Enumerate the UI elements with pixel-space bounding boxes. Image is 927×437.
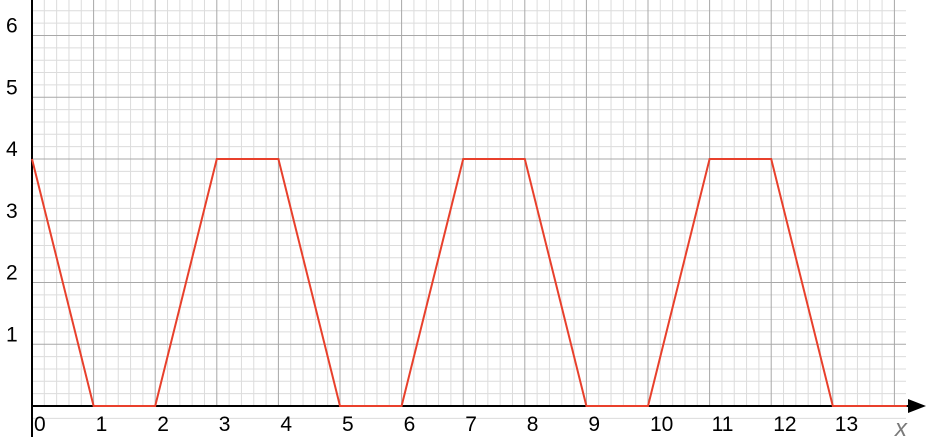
x-axis-label: x: [894, 415, 908, 437]
y-tick-label: 2: [6, 262, 18, 285]
x-axis-arrow-icon: [908, 399, 926, 413]
x-tick-label: 11: [712, 413, 734, 436]
y-tick-label: 1: [6, 323, 18, 346]
x-tick-label: 2: [157, 413, 169, 436]
major-grid: [32, 0, 906, 406]
x-tick-label: 5: [342, 413, 354, 436]
x-tick-label: 4: [280, 413, 292, 436]
y-tick-label: 6: [6, 15, 18, 38]
y-tick-label: 5: [6, 76, 18, 99]
x-tick-label: 8: [527, 413, 539, 436]
x-tick-label: 9: [588, 413, 600, 436]
x-tick-labels: 0 1 2 3 4 5 6 7 8 9 10 11 12 13: [34, 413, 858, 436]
x-tick-label: 12: [773, 413, 796, 436]
y-tick-label: 4: [6, 138, 18, 161]
axes: [31, 0, 926, 437]
series-layer: [31, 158, 907, 407]
y-tick-label: 3: [6, 200, 18, 223]
x-tick-label: 7: [465, 413, 477, 436]
x-tick-label: 0: [34, 413, 46, 436]
series-line: [31, 158, 907, 407]
x-tick-label: 3: [219, 413, 231, 436]
minor-grid: [32, 0, 906, 419]
x-tick-label: 6: [404, 413, 416, 436]
y-tick-labels: 1 2 3 4 5 6: [6, 15, 18, 347]
x-tick-label: 13: [835, 413, 858, 436]
x-tick-label: 10: [650, 413, 673, 436]
x-tick-label: 1: [96, 413, 108, 436]
